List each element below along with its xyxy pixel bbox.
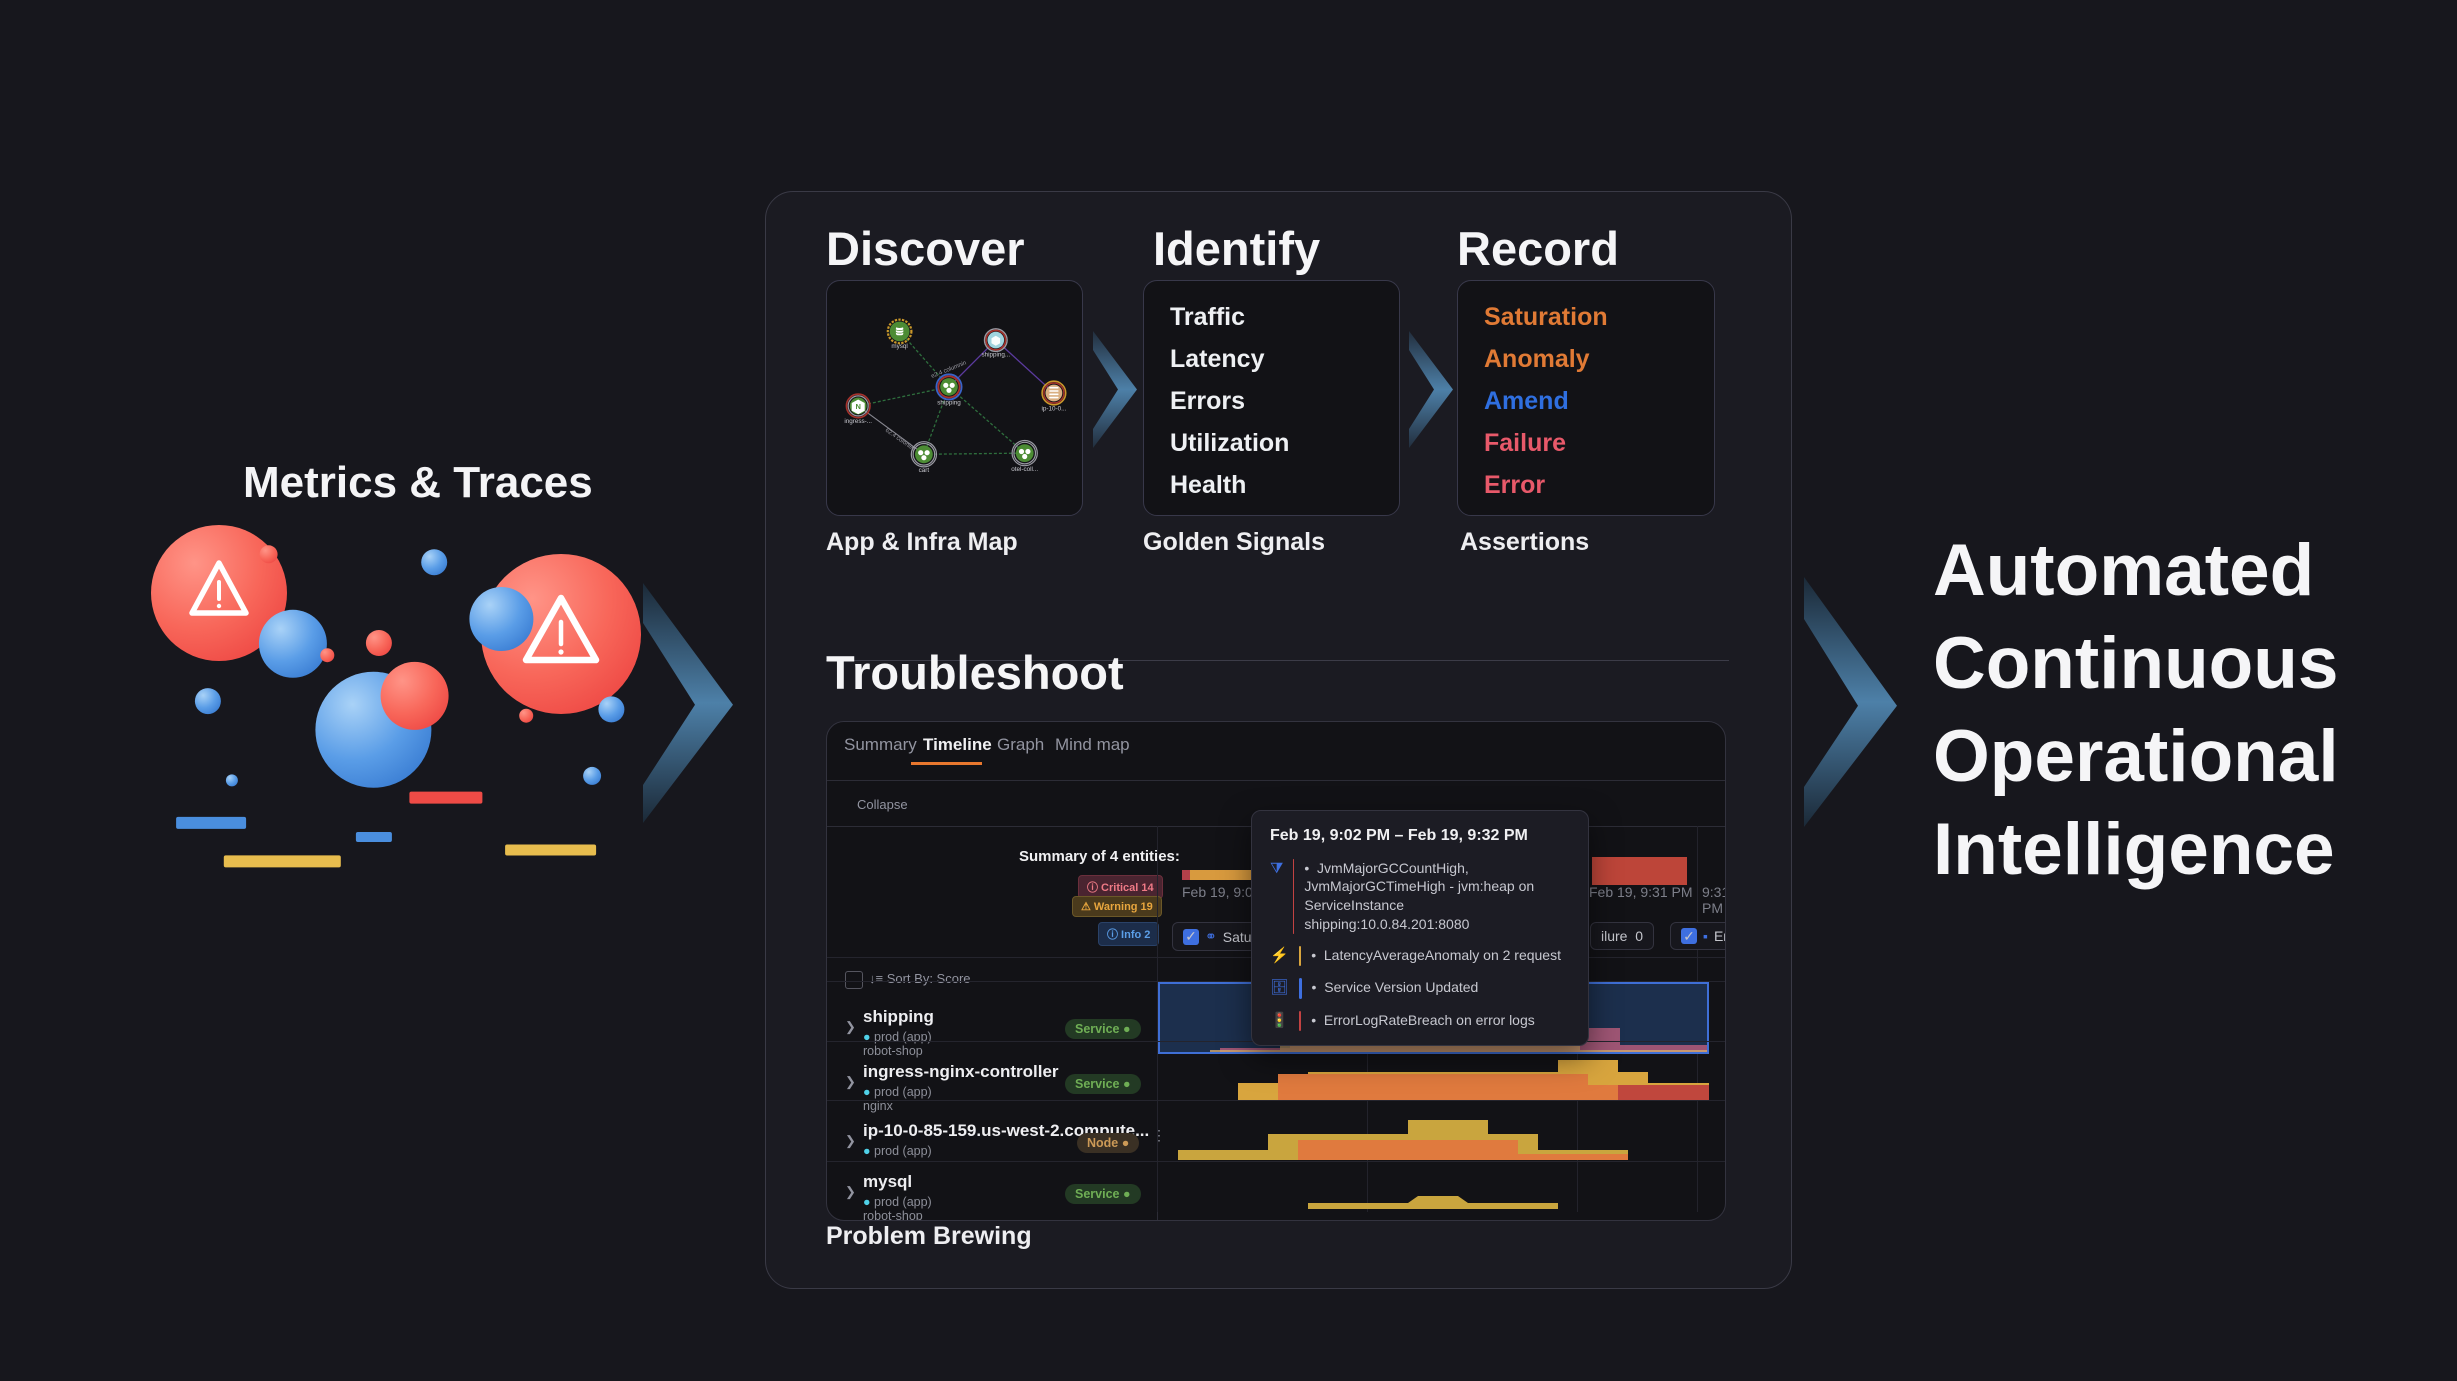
svg-text:ingress-...: ingress-...: [844, 418, 872, 425]
svg-text:N: N: [855, 402, 860, 411]
svg-text:shipping...: shipping...: [981, 352, 1010, 359]
svg-text:otel-coll...: otel-coll...: [1011, 466, 1038, 473]
svg-text:mysql: mysql: [891, 343, 907, 350]
svg-text:shipping: shipping: [937, 400, 961, 407]
svg-text:cart: cart: [919, 467, 930, 474]
svg-text:ip-10-0...: ip-10-0...: [1041, 406, 1066, 413]
svg-text:62.4 colonies: 62.4 colonies: [884, 428, 916, 453]
